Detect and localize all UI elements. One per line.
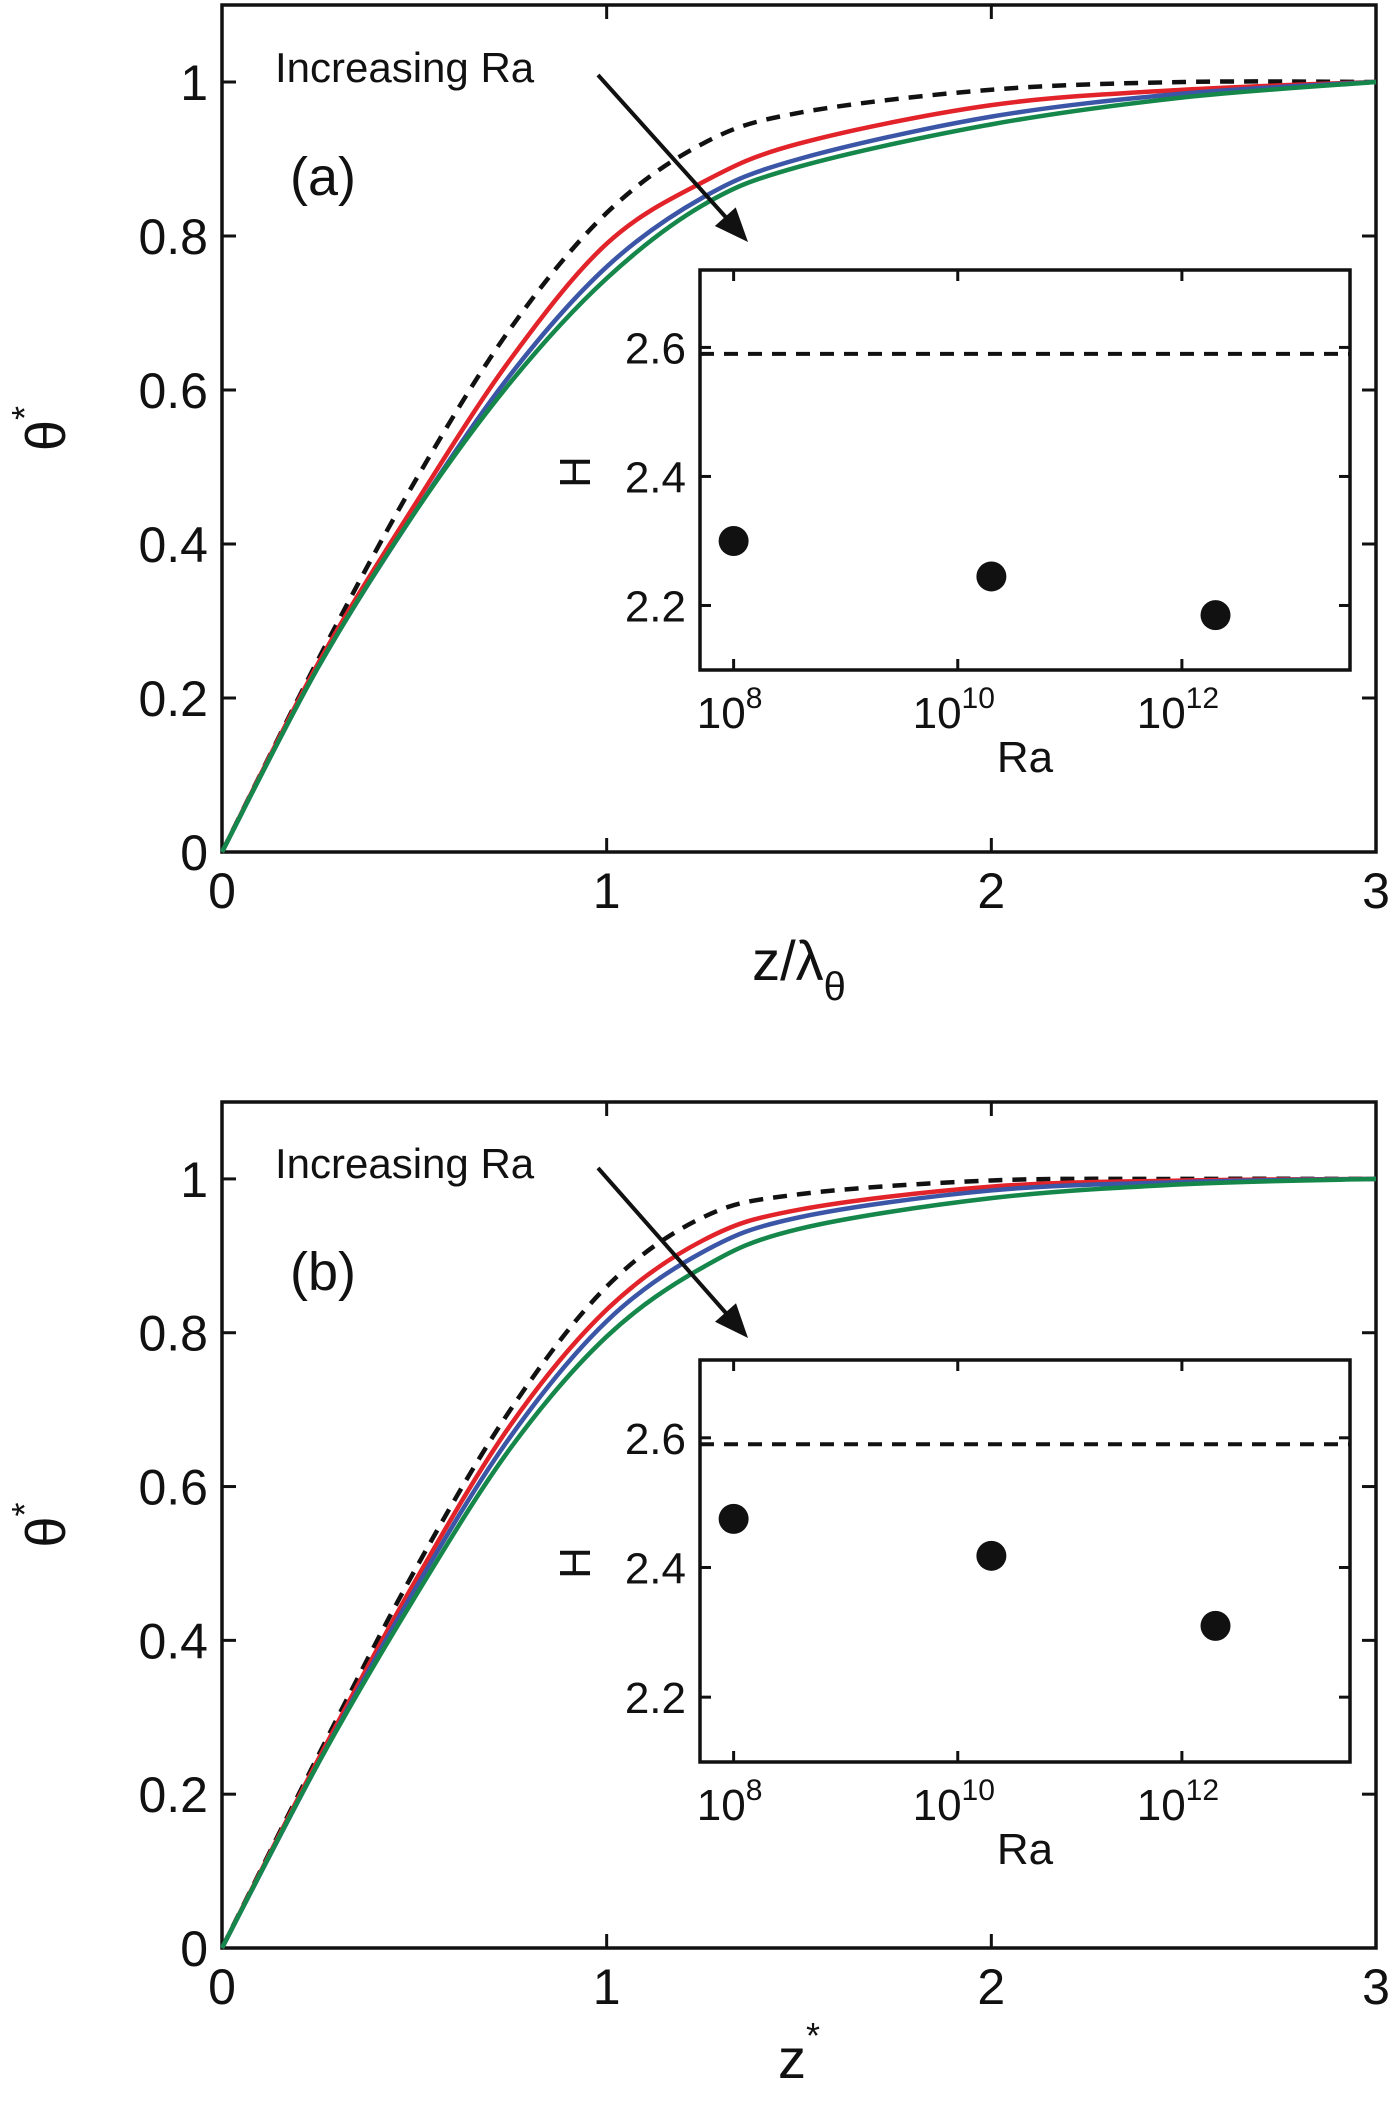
panel-label: (b) xyxy=(290,1242,356,1302)
y-tick-label: 0.4 xyxy=(138,1613,208,1669)
inset-x-tick-label: 1012 xyxy=(1137,682,1219,738)
y-tick-label: 0.8 xyxy=(138,1306,208,1362)
series-line-1 xyxy=(219,1176,1377,1950)
series-line-3 xyxy=(220,79,1377,854)
inset-x-tick-label: 108 xyxy=(697,682,763,738)
inset-x-tick-label: 1012 xyxy=(1137,1774,1219,1830)
panel-b: 0 1 2 3 0 0.2 0.4 0.6 0.8 1 (b) Increasing Ra z* θ* 2.… xyxy=(4,1100,1390,2090)
inset-data-point xyxy=(1200,1610,1231,1641)
plot-frame xyxy=(220,1100,1378,1950)
y-tick-label: 0.6 xyxy=(138,1460,208,1516)
x-tick-label: 3 xyxy=(1362,1959,1390,2015)
annotation-arrow xyxy=(596,73,742,235)
annotation-text: Increasing Ra xyxy=(275,44,535,91)
y-tick-label: 0.8 xyxy=(138,209,208,265)
inset-y-tick-label: 2.4 xyxy=(625,453,686,502)
inset-y-tick-label: 2.2 xyxy=(625,582,686,631)
y-tick-label: 1 xyxy=(180,1152,208,1208)
inset-y-tick-label: 2.6 xyxy=(625,324,686,373)
inset-data-point xyxy=(718,525,749,556)
annotation-text: Increasing Ra xyxy=(275,1140,535,1187)
y-tick-label: 0 xyxy=(180,825,208,881)
series-line-2 xyxy=(220,1176,1377,1950)
annotation-arrow xyxy=(596,1166,742,1331)
y-tick-label: 0.2 xyxy=(138,671,208,727)
inset-data-point xyxy=(976,1540,1007,1571)
x-tick-label: 1 xyxy=(593,863,621,919)
x-tick-label: 2 xyxy=(977,863,1005,919)
inset-y-axis-label: H xyxy=(551,456,600,488)
series-line-3 xyxy=(220,1176,1377,1950)
inset-y-tick-label: 2.6 xyxy=(625,1415,686,1464)
inset-frame xyxy=(698,268,1352,672)
inset-x-tick-label: 1010 xyxy=(913,682,995,738)
inset-y-axis-label: H xyxy=(551,1547,600,1579)
y-tick-label: 0.4 xyxy=(138,517,208,573)
x-tick-label: 0 xyxy=(208,863,236,919)
x-tick-label: 2 xyxy=(977,1959,1005,2015)
y-tick-label: 0 xyxy=(180,1921,208,1977)
panel-label: (a) xyxy=(290,147,356,207)
inset-chart: 2.2 2.4 2.6 108 1010 1012 Ra H xyxy=(551,1358,1352,1874)
series-line-dashed xyxy=(219,1176,1377,1950)
x-tick-label: 3 xyxy=(1362,863,1390,919)
plot-frame xyxy=(220,3,1378,854)
x-axis-label: z/λθ xyxy=(752,929,846,1009)
inset-data-point xyxy=(718,1503,749,1534)
x-tick-label: 1 xyxy=(593,1959,621,2015)
inset-data-point xyxy=(976,561,1007,592)
inset-y-tick-label: 2.4 xyxy=(625,1544,686,1593)
series-line-1 xyxy=(219,79,1377,854)
inset-frame xyxy=(698,1358,1352,1764)
inset-x-tick-label: 108 xyxy=(697,1774,763,1830)
inset-x-axis-label: Ra xyxy=(997,1825,1054,1874)
y-axis-label: θ* xyxy=(4,1502,77,1547)
series-line-dashed xyxy=(219,79,1377,854)
y-tick-label: 0.2 xyxy=(138,1767,208,1823)
inset-x-axis-label: Ra xyxy=(997,733,1054,782)
panel-a: 0 1 2 3 0 0.2 0.4 0.6 0.8 1 (a) Increasing Ra z/λθ θ*… xyxy=(4,3,1390,1009)
inset-chart: 2.2 2.4 2.6 108 1010 1012 Ra H xyxy=(551,268,1352,782)
inset-data-point xyxy=(1200,600,1231,631)
x-axis-label: z* xyxy=(778,2015,820,2090)
series-line-2 xyxy=(220,79,1377,854)
arrow-head xyxy=(715,1303,748,1338)
x-tick-label: 0 xyxy=(208,1959,236,2015)
y-tick-label: 1 xyxy=(180,55,208,111)
y-axis-label: θ* xyxy=(4,406,77,451)
y-tick-label: 0.6 xyxy=(138,363,208,419)
inset-y-tick-label: 2.2 xyxy=(625,1674,686,1723)
arrow-head xyxy=(714,207,748,242)
inset-x-tick-label: 1010 xyxy=(913,1774,995,1830)
